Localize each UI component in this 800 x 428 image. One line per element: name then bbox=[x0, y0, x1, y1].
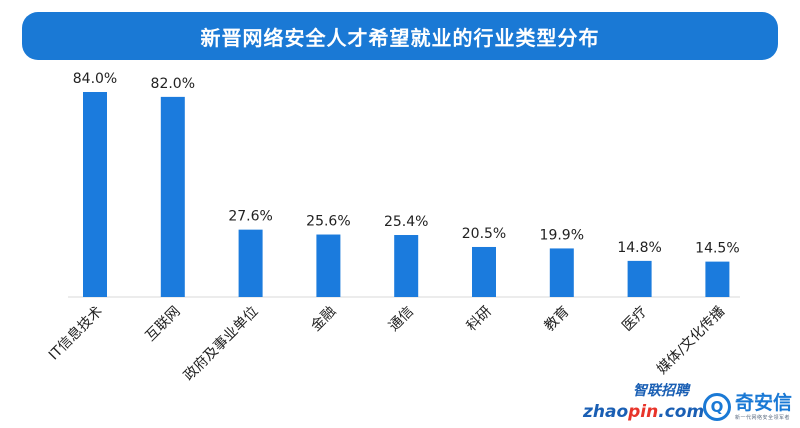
qianxin-shield-icon: Q bbox=[702, 393, 731, 421]
value-label-2: 27.6% bbox=[228, 209, 272, 225]
bar-5 bbox=[472, 246, 496, 297]
category-label-8: 媒体/文化传播 bbox=[654, 304, 728, 378]
value-label-3: 25.6% bbox=[306, 214, 350, 230]
value-label-0: 84.0% bbox=[73, 71, 117, 87]
bar-1 bbox=[160, 96, 185, 297]
value-label-4: 25.4% bbox=[384, 214, 428, 230]
value-label-6: 19.9% bbox=[540, 227, 584, 243]
zhaopin-logo-en: zhaopin.com bbox=[582, 402, 705, 422]
category-label-6: 教育 bbox=[542, 304, 573, 335]
category-label-3: 金融 bbox=[308, 304, 339, 335]
bar-4 bbox=[394, 235, 419, 297]
bar-0 bbox=[83, 92, 107, 297]
value-label-1: 82.0% bbox=[151, 76, 195, 92]
value-label-8: 14.5% bbox=[695, 241, 739, 257]
bar-6 bbox=[549, 248, 574, 297]
zhaopin-logo-cn: 智联招聘 bbox=[632, 383, 689, 399]
qianxin-logo: Q 奇安信 新一代网络安全领军者 bbox=[702, 392, 792, 422]
category-label-5: 科研 bbox=[464, 304, 495, 335]
value-label-5: 20.5% bbox=[462, 226, 506, 242]
category-label-7: 医疗 bbox=[619, 304, 650, 335]
bar-2 bbox=[238, 229, 263, 297]
bar-3 bbox=[316, 234, 341, 297]
category-label-1: 互联网 bbox=[143, 304, 184, 345]
qianxin-logo-name: 奇安信 bbox=[734, 392, 792, 414]
category-label-2: 政府及事业单位 bbox=[181, 304, 262, 385]
chart-title: 新晋网络安全人才希望就业的行业类型分布 bbox=[22, 12, 778, 60]
qianxin-logo-tagline: 新一代网络安全领军者 bbox=[734, 415, 790, 421]
bar-8 bbox=[705, 261, 730, 297]
value-label-7: 14.8% bbox=[617, 240, 661, 256]
category-label-0: IT信息技术 bbox=[45, 303, 106, 364]
logos: 智联招聘 zhaopin.com Q 奇安信 新一代网络安全领军者 bbox=[583, 378, 792, 422]
zhaopin-logo: 智联招聘 zhaopin.com bbox=[583, 378, 704, 422]
category-label-4: 通信 bbox=[386, 304, 417, 335]
bar-7 bbox=[627, 260, 652, 297]
